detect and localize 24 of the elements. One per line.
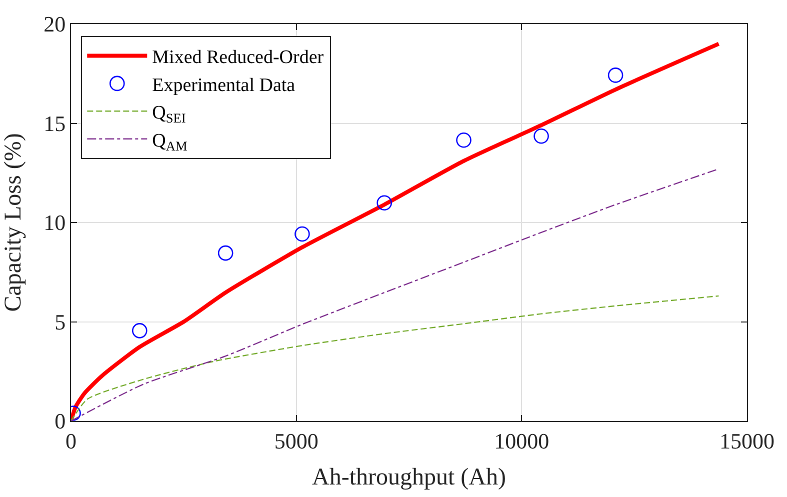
point xyxy=(456,132,472,148)
point xyxy=(608,68,624,83)
legend-label: Experimental Data xyxy=(152,74,296,96)
point xyxy=(218,245,234,261)
point xyxy=(294,226,310,242)
x-axis-title: Ah-throughput (Ah) xyxy=(312,464,506,491)
y-tick-label: 20 xyxy=(44,12,66,37)
point xyxy=(132,323,148,338)
line-series xyxy=(71,42,721,421)
y-tick-label: 0 xyxy=(54,408,66,434)
line-series xyxy=(71,168,720,421)
y-axis-title: Capacity Loss (%) xyxy=(0,133,27,312)
x-tick-label: 10000 xyxy=(494,428,550,454)
y-tick-label: 10 xyxy=(44,210,66,236)
line-series xyxy=(71,295,720,421)
point xyxy=(376,195,392,210)
y-tick-label: 5 xyxy=(54,309,66,334)
y-tick-label: 15 xyxy=(44,110,66,136)
point xyxy=(534,128,549,144)
legend-label: Mixed Reduced-Order xyxy=(152,47,324,68)
legend-label: Q$_{AM}$ xyxy=(152,130,188,154)
legend-label: Q$_{SEI}$ xyxy=(152,102,186,126)
x-tick-label: 15000 xyxy=(720,428,774,454)
x-tick-label: 5000 xyxy=(274,428,318,454)
